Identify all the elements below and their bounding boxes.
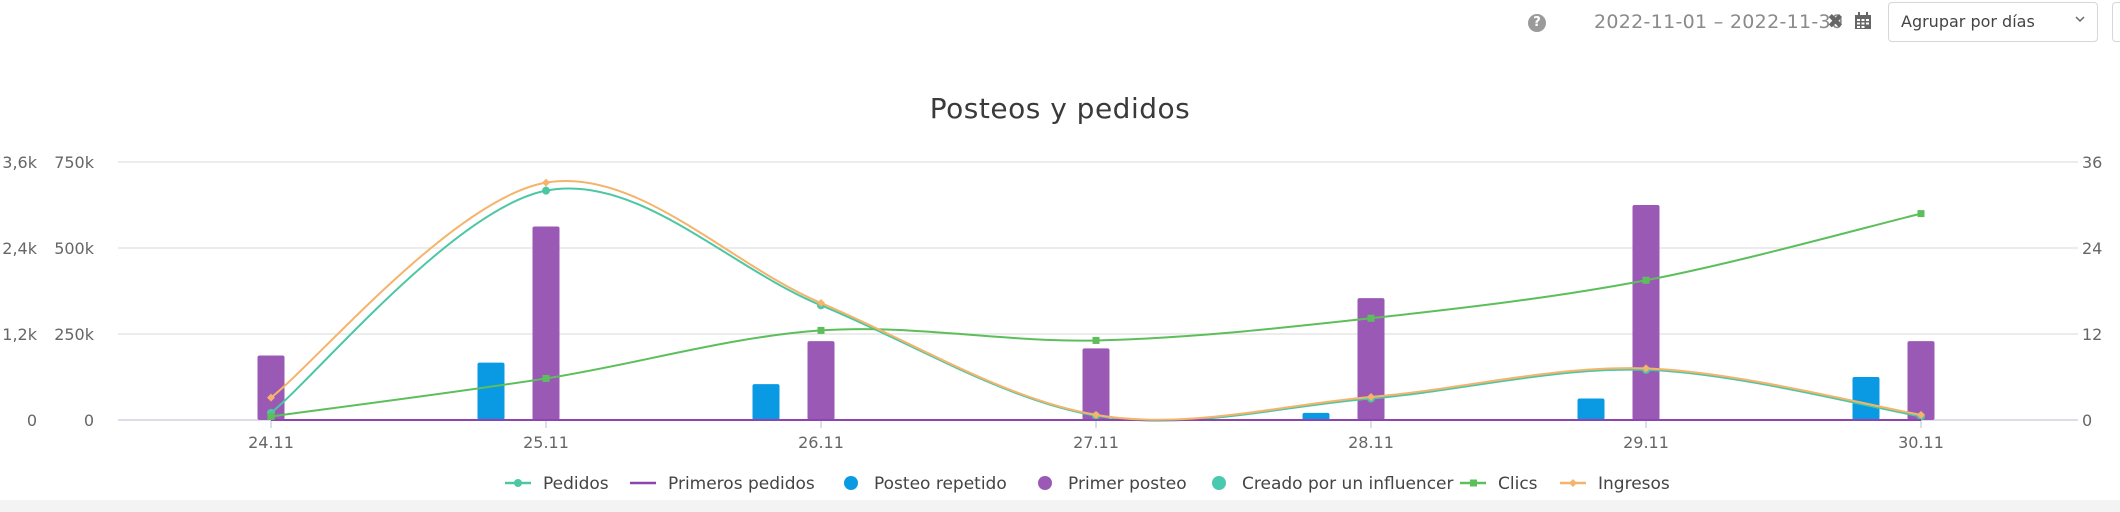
point-clics bbox=[1917, 210, 1925, 218]
legend-marker bbox=[844, 476, 858, 490]
point-ingresos bbox=[1642, 364, 1650, 373]
point-ingresos bbox=[542, 178, 550, 187]
bar-posteo-repetido bbox=[1852, 377, 1880, 420]
x-tick-label: 30.11 bbox=[1898, 433, 1944, 452]
point-clics bbox=[1092, 336, 1100, 344]
legend-marker bbox=[1038, 476, 1052, 490]
help-icon[interactable]: ? bbox=[1528, 14, 1546, 32]
bar-primer-posteo bbox=[807, 341, 835, 420]
x-tick-label: 25.11 bbox=[523, 433, 569, 452]
posts-orders-chart: Posteos y pedidos 0 0 0 1,2k 250k 12 2,4k 500k 24… bbox=[2, 92, 2102, 494]
point-ingresos bbox=[267, 393, 275, 402]
point-pedidos bbox=[542, 186, 550, 195]
legend-label: Primer posteo bbox=[1068, 474, 1187, 494]
bar-primer-posteo bbox=[1907, 341, 1935, 420]
bar-posteo-repetido bbox=[1302, 412, 1330, 420]
chart-title: Posteos y pedidos bbox=[930, 92, 1190, 125]
y-left-inner-tick-label: 750k bbox=[54, 153, 95, 172]
x-tick-label: 26.11 bbox=[798, 433, 844, 452]
point-ingresos bbox=[1367, 392, 1375, 401]
y-right-tick-label: 12 bbox=[2082, 325, 2102, 344]
point-clics bbox=[1367, 314, 1375, 322]
point-ingresos bbox=[817, 299, 825, 308]
bar-posteo-repetido bbox=[1577, 398, 1605, 420]
x-tick-label: 28.11 bbox=[1348, 433, 1394, 452]
y-left-inner-tick-label: 0 bbox=[84, 411, 94, 430]
bar-primer-posteo bbox=[1357, 298, 1385, 420]
y-left-inner-tick-label: 500k bbox=[54, 239, 95, 258]
bar-primer-posteo bbox=[1082, 348, 1110, 420]
bottom-scroll-strip bbox=[0, 500, 2120, 512]
group-by-select[interactable]: Agrupar por días bbox=[1888, 2, 2098, 42]
point-ingresos bbox=[1092, 410, 1100, 419]
legend-label: Primeros pedidos bbox=[668, 474, 815, 494]
legend-marker bbox=[514, 479, 522, 487]
bar-primer-posteo bbox=[532, 226, 560, 420]
bar-primer-posteo bbox=[1632, 205, 1660, 420]
group-by-label: Agrupar por días bbox=[1901, 12, 2035, 31]
legend-item[interactable]: Primeros pedidos bbox=[630, 474, 815, 494]
bar-primer-posteo bbox=[257, 355, 285, 420]
legend-label: Pedidos bbox=[543, 474, 609, 494]
y-right-tick-label: 36 bbox=[2082, 153, 2102, 172]
y-left-outer-tick-label: 1,2k bbox=[2, 325, 37, 344]
legend-label: Ingresos bbox=[1598, 474, 1670, 494]
clear-date-icon[interactable]: ✖ bbox=[1827, 9, 1844, 33]
x-tick-label: 24.11 bbox=[248, 433, 294, 452]
legend-label: Creado por un influencer bbox=[1242, 474, 1454, 494]
legend-marker bbox=[1569, 479, 1577, 487]
legend-item[interactable]: Clics bbox=[1460, 474, 1538, 494]
date-range-input[interactable]: 2022-11-01 – 2022-11-30 bbox=[1594, 11, 1844, 33]
y-right-tick-label: 0 bbox=[2082, 411, 2092, 430]
point-clics bbox=[267, 412, 275, 420]
bar-posteo-repetido bbox=[477, 362, 505, 420]
point-clics bbox=[817, 326, 825, 334]
y-left-inner-tick-label: 250k bbox=[54, 325, 95, 344]
y-right-tick-label: 24 bbox=[2082, 239, 2102, 258]
toolbar: ? 2022-11-01 – 2022-11-30 ✖ Agrupar por … bbox=[0, 0, 2120, 48]
legend-label: Clics bbox=[1498, 474, 1538, 494]
point-clics bbox=[542, 374, 550, 382]
point-ingresos bbox=[1917, 410, 1925, 419]
y-left-outer-tick-label: 3,6k bbox=[2, 153, 37, 172]
x-tick-label: 27.11 bbox=[1073, 433, 1119, 452]
legend-item[interactable]: Creado por un influencer bbox=[1212, 474, 1454, 494]
legend-item[interactable]: Posteo repetido bbox=[844, 474, 1007, 494]
calendar-icon[interactable] bbox=[1854, 12, 1872, 30]
next-control[interactable] bbox=[2112, 2, 2120, 42]
legend-item[interactable]: Primer posteo bbox=[1038, 474, 1187, 494]
legend-item[interactable]: Ingresos bbox=[1560, 474, 1670, 494]
y-left-outer-tick-label: 2,4k bbox=[2, 239, 37, 258]
point-clics bbox=[1642, 276, 1650, 284]
y-left-outer-tick-label: 0 bbox=[27, 411, 37, 430]
legend-label: Posteo repetido bbox=[874, 474, 1007, 494]
chevron-down-icon bbox=[2075, 16, 2085, 23]
legend-item[interactable]: Pedidos bbox=[505, 474, 609, 494]
legend-marker bbox=[1470, 479, 1477, 487]
x-tick-label: 29.11 bbox=[1623, 433, 1669, 452]
legend-marker bbox=[1212, 476, 1226, 490]
bar-posteo-repetido bbox=[752, 384, 780, 420]
